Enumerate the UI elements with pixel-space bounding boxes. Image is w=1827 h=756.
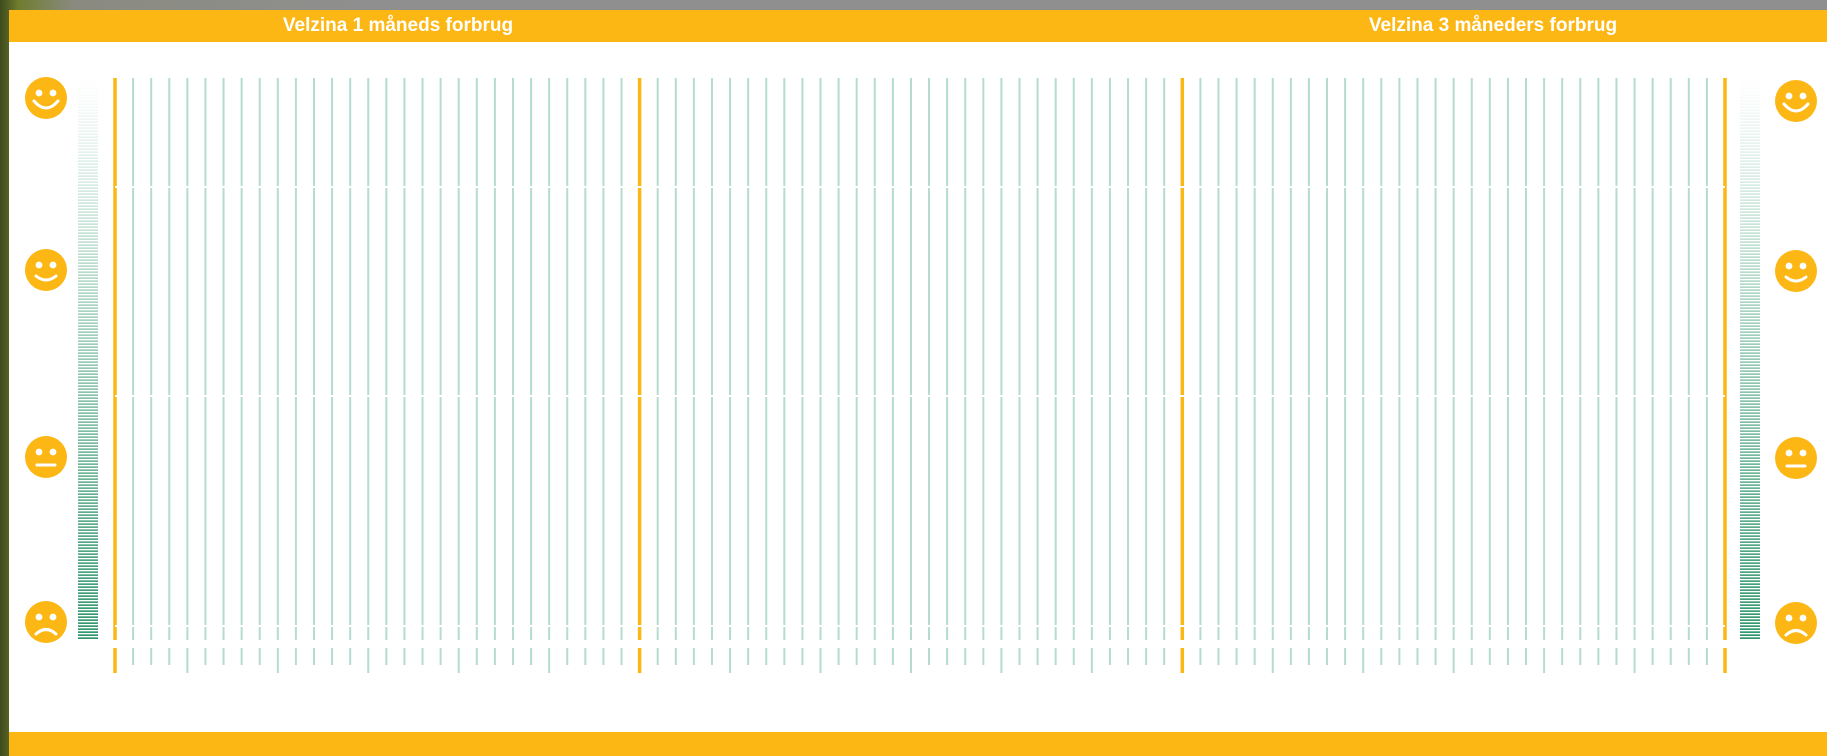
tracker-panel bbox=[9, 42, 1827, 732]
happy-face-icon-right bbox=[1775, 80, 1817, 122]
mood-scale-stripes-left bbox=[78, 78, 98, 640]
footer-bar bbox=[9, 732, 1827, 756]
sad-face-icon-left bbox=[25, 601, 67, 643]
neutral-face-icon-left bbox=[25, 436, 67, 478]
header-bar bbox=[9, 10, 1827, 42]
happy-face-icon-left bbox=[25, 77, 67, 119]
smiling-face-icon-right bbox=[1775, 250, 1817, 292]
smiling-face-icon-left bbox=[25, 249, 67, 291]
neutral-face-icon-right bbox=[1775, 437, 1817, 479]
mood-scale-stripes-right bbox=[1740, 78, 1760, 640]
sad-face-icon-right bbox=[1775, 602, 1817, 644]
header-title-1-month: Velzina 1 måneds forbrug bbox=[282, 15, 514, 36]
header-title-3-months: Velzina 3 måneders forbrug bbox=[1368, 15, 1618, 36]
